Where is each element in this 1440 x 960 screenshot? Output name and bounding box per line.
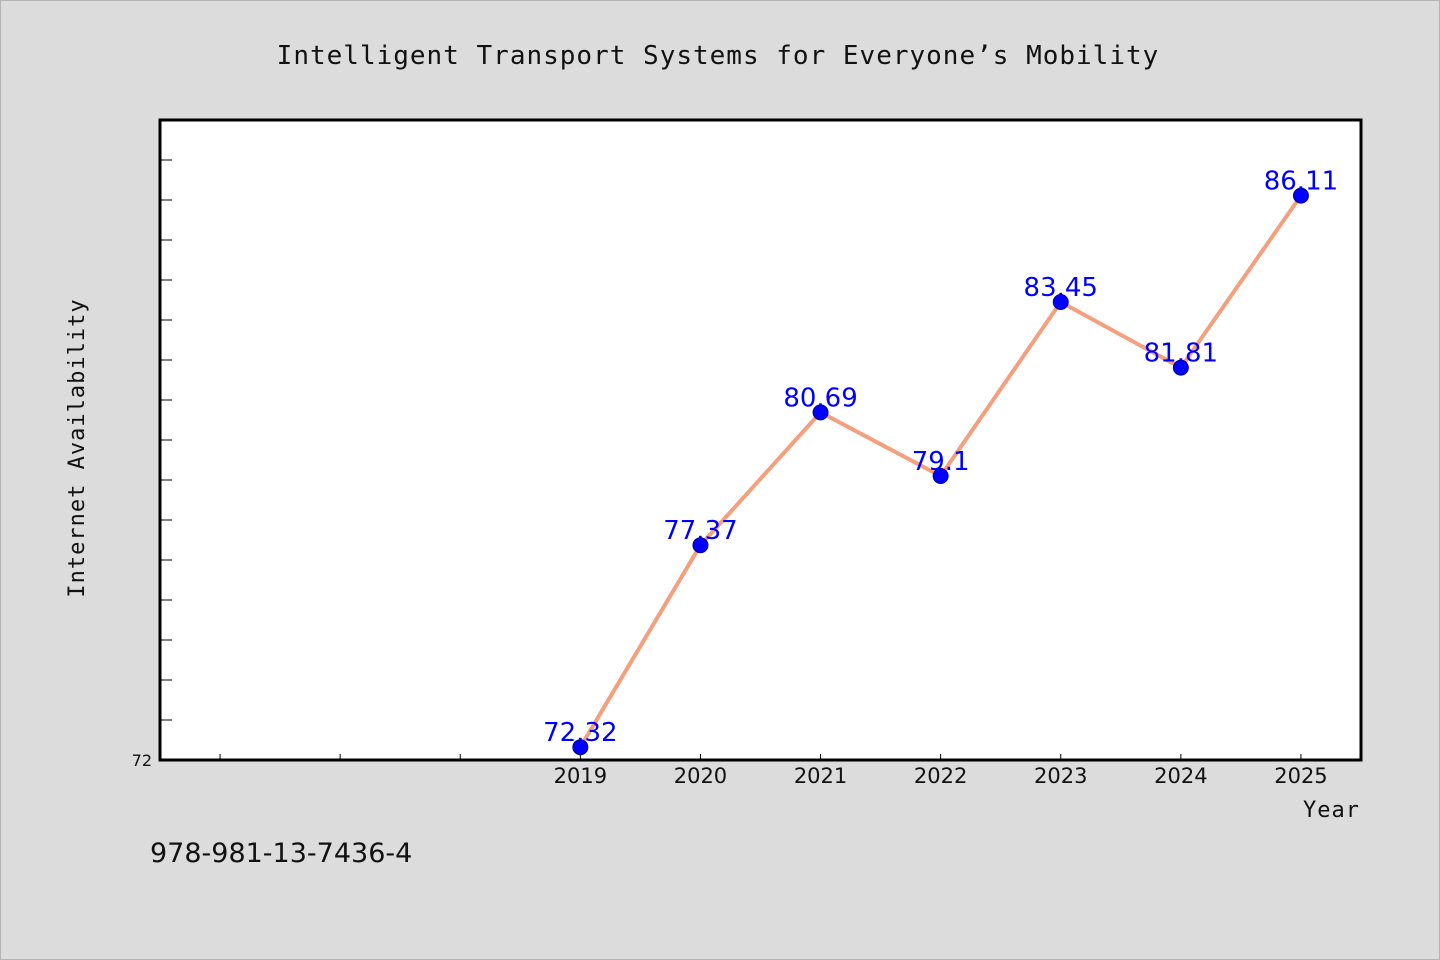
plot-area: [160, 120, 1361, 760]
y-tick-label: 72: [132, 751, 152, 770]
x-tick-label: 2020: [674, 764, 727, 788]
x-tick-label: 2019: [554, 764, 607, 788]
y-axis-ticks: [160, 159, 172, 721]
data-label: 77.37: [663, 516, 737, 546]
x-tick-label: 2023: [1034, 764, 1087, 788]
x-tick-label: 2024: [1154, 764, 1207, 788]
data-label: 86.11: [1264, 167, 1338, 197]
data-point: [812, 404, 829, 421]
x-tick-label: 2025: [1274, 764, 1327, 788]
data-point: [932, 468, 949, 484]
x-tick-label: 2022: [914, 764, 967, 788]
data-labels: 72.32 77.37 80.69 79.1 83.45 81.81 86.11: [543, 167, 1338, 749]
isbn-text: 978-981-13-7436-4: [150, 838, 412, 869]
data-point: [1052, 294, 1069, 310]
data-label: 83.45: [1024, 273, 1098, 303]
x-axis-label: Year: [1303, 798, 1360, 823]
y-axis-label: Internet Availability: [65, 298, 90, 597]
chart-title: Intelligent Transport Systems for Everyo…: [277, 41, 1160, 71]
data-point: [692, 537, 709, 554]
plot-border: [158, 118, 1363, 762]
series-markers: [572, 187, 1309, 756]
data-label: 72.32: [543, 718, 617, 748]
data-point: [572, 739, 589, 756]
data-label: 79.1: [912, 447, 970, 477]
data-point: [1172, 359, 1189, 376]
data-point: [1292, 187, 1309, 204]
x-axis-tick-labels: 2019 2020 2021 2022 2023 2024 2025: [554, 764, 1328, 788]
data-label: 80.69: [783, 383, 857, 413]
data-label: 81.81: [1144, 339, 1218, 369]
x-tick-label: 2021: [794, 764, 847, 788]
